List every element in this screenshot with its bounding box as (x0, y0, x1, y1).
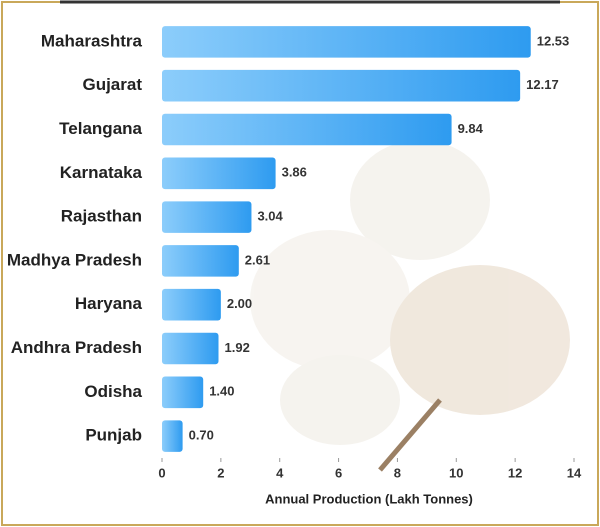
bar (162, 157, 276, 190)
bar (162, 201, 252, 233)
cotton-decoration (250, 140, 570, 472)
value-label: 0.70 (189, 428, 214, 443)
value-label: 3.04 (257, 209, 283, 224)
bar (162, 245, 239, 277)
x-tick-label: 2 (217, 465, 224, 480)
category-label: Odisha (84, 382, 142, 401)
value-label: 2.00 (227, 296, 252, 311)
bar (162, 332, 219, 365)
category-label: Karnataka (60, 163, 143, 182)
x-tick-label: 0 (158, 465, 165, 480)
value-label: 12.17 (526, 77, 559, 92)
category-label: Rajasthan (61, 207, 142, 226)
x-tick-label: 12 (508, 465, 522, 480)
x-tick-label: 6 (335, 465, 342, 480)
category-label: Haryana (75, 294, 143, 313)
value-label: 12.53 (537, 33, 570, 48)
category-label: Telangana (59, 119, 142, 138)
bar (162, 376, 204, 409)
category-label: Gujarat (82, 75, 142, 94)
x-tick-label: 14 (567, 465, 582, 480)
value-label: 1.40 (209, 384, 234, 399)
bar (162, 26, 531, 58)
bar (162, 288, 221, 321)
category-label: Punjab (85, 426, 142, 445)
bar (162, 69, 521, 102)
x-tick-label: 10 (449, 465, 463, 480)
category-label: Maharashtra (41, 31, 143, 50)
x-tick-label: 4 (276, 465, 284, 480)
value-label: 2.61 (245, 252, 270, 267)
category-label: Andhra Pradesh (11, 338, 142, 357)
category-label: Madhya Pradesh (7, 250, 142, 269)
x-axis-title: Annual Production (Lakh Tonnes) (265, 491, 473, 506)
bar (162, 420, 183, 452)
value-label: 3.86 (282, 165, 307, 180)
value-label: 9.84 (458, 121, 484, 136)
value-label: 1.92 (225, 340, 250, 355)
bar (162, 113, 452, 146)
x-tick-label: 8 (394, 465, 401, 480)
